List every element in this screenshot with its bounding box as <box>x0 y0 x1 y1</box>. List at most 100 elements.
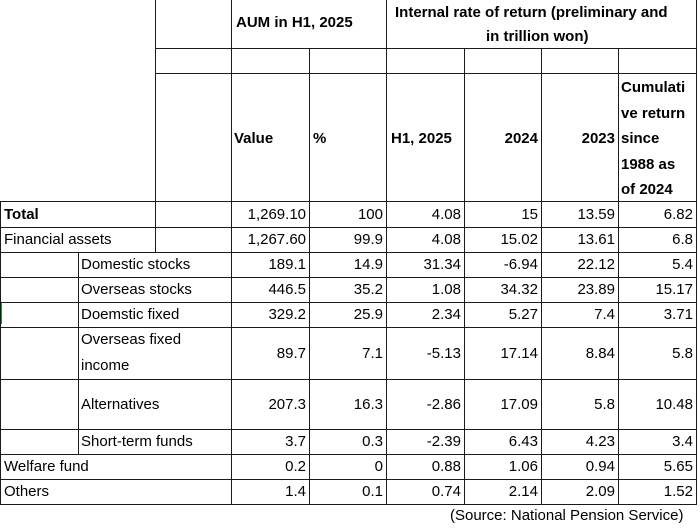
irr-header-line1: Internal rate of return (preliminary and <box>395 4 668 21</box>
cell-cum: 1.52 <box>663 483 693 500</box>
cell-value: 0.2 <box>285 458 306 475</box>
cell-y2024: 17.09 <box>500 395 538 413</box>
cell-value: 207.3 <box>268 395 306 413</box>
cell-y2024: 17.14 <box>500 344 538 362</box>
cell-value: 1,267.60 <box>247 231 306 248</box>
cell-y2023: 7.4 <box>594 306 615 323</box>
cumulative-line: since <box>621 130 660 147</box>
grid-hline <box>0 479 696 480</box>
grid-hline <box>0 379 696 380</box>
cell-pct: 0 <box>374 458 383 475</box>
cell-pct: 14.9 <box>353 256 383 273</box>
cumulative-line: 1988 as <box>621 155 676 173</box>
cell-y2024: 15.02 <box>500 231 538 248</box>
cell-y2023: 22.12 <box>577 256 615 273</box>
row-label: Doemstic fixed <box>81 306 180 323</box>
grid-hline <box>0 201 696 202</box>
col-header-pct: % <box>313 130 327 147</box>
cell-pct: 100 <box>357 205 383 223</box>
row-label: Alternatives <box>81 395 160 413</box>
row-label: Others <box>4 483 50 500</box>
cell-pct: 25.9 <box>353 306 383 323</box>
row-label: Welfare fund <box>4 458 89 475</box>
cell-y2024: -6.94 <box>503 256 538 273</box>
grid-hline <box>0 504 696 505</box>
grid-hline <box>155 73 696 74</box>
cumulative-line: of 2024 <box>621 181 673 198</box>
col-header-h1-2025: H1, 2025 <box>391 130 452 147</box>
grid-vline <box>231 0 232 505</box>
cell-h1: 4.08 <box>431 231 461 248</box>
cumulative-line: Cumulati <box>621 79 686 96</box>
grid-vline <box>464 48 465 505</box>
cell-h1: 0.88 <box>431 458 461 475</box>
cell-y2023: 5.8 <box>594 395 615 413</box>
grid-vline <box>78 252 79 454</box>
cell-h1: -2.39 <box>426 433 461 450</box>
cell-value: 329.2 <box>268 306 306 323</box>
cell-h1: 1.08 <box>431 281 461 298</box>
cell-cum: 15.17 <box>655 281 693 298</box>
col-header-2023: 2023 <box>581 130 615 147</box>
cell-value: 189.1 <box>268 256 306 273</box>
source-note: (Source: National Pension Service) <box>450 507 684 524</box>
cell-h1: 0.74 <box>431 483 461 500</box>
grid-hline <box>0 227 696 228</box>
cell-value: 1,269.10 <box>247 205 306 223</box>
irr-header-line2: in trillion won) <box>486 28 589 45</box>
grid-vline <box>309 48 310 505</box>
cell-y2023: 4.23 <box>585 433 615 450</box>
cell-value: 3.7 <box>285 433 306 450</box>
col-header-value: Value <box>234 130 274 147</box>
cell-y2024: 15 <box>521 205 538 223</box>
grid-vline <box>541 48 542 505</box>
grid-hline <box>0 327 696 328</box>
row-label: Financial assets <box>4 231 112 248</box>
row-label-line: income <box>81 357 130 374</box>
cell-y2023: 13.59 <box>577 205 615 223</box>
cell-cum: 5.65 <box>663 458 693 475</box>
grid-hline <box>0 252 696 253</box>
cell-y2024: 34.32 <box>500 281 538 298</box>
grid-hline <box>0 429 696 430</box>
grid-hline <box>0 454 696 455</box>
cell-h1: 2.34 <box>431 306 461 323</box>
cell-pct: 0.3 <box>362 433 383 450</box>
row-label: Short-term funds <box>81 433 193 450</box>
cell-value: 1.4 <box>285 483 306 500</box>
cell-cum: 10.48 <box>655 395 693 413</box>
cell-y2024: 5.27 <box>508 306 538 323</box>
grid-vline <box>696 0 697 505</box>
row-label: Domestic stocks <box>81 256 191 273</box>
cell-y2024: 1.06 <box>508 458 538 475</box>
cell-h1: 31.34 <box>423 256 461 273</box>
col-header-2024: 2024 <box>504 130 538 147</box>
grid-hline <box>0 302 696 303</box>
row-label: Overseas fixed income <box>81 327 181 379</box>
cell-y2023: 13.61 <box>577 231 615 248</box>
cell-value: 446.5 <box>268 281 306 298</box>
cell-y2023: 2.09 <box>585 483 615 500</box>
cell-y2024: 2.14 <box>508 483 538 500</box>
grid-hline <box>0 277 696 278</box>
grid-vline <box>155 0 156 252</box>
row-label: Total <box>4 205 39 223</box>
col-header-cumulative: Cumulati ve return since 1988 as of 2024 <box>621 75 685 203</box>
row-label: Overseas stocks <box>81 281 192 298</box>
cell-h1: -2.86 <box>426 395 461 413</box>
cell-value: 89.7 <box>276 344 306 362</box>
cell-y2023: 23.89 <box>577 281 615 298</box>
cell-y2024: 6.43 <box>508 433 538 450</box>
cell-pct: 0.1 <box>362 483 383 500</box>
cell-pct: 99.9 <box>353 231 383 248</box>
cell-y2023: 0.94 <box>585 458 615 475</box>
cell-pct: 35.2 <box>353 281 383 298</box>
cell-cum: 6.82 <box>663 205 693 223</box>
cell-cum: 5.8 <box>672 344 693 362</box>
cell-h1: -5.13 <box>426 344 461 362</box>
cell-h1: 4.08 <box>431 205 461 223</box>
cumulative-line: ve return <box>621 104 686 122</box>
row-label-line: Overseas fixed <box>81 331 182 348</box>
grid-vline <box>618 48 619 505</box>
cell-cum: 5.4 <box>672 256 693 273</box>
